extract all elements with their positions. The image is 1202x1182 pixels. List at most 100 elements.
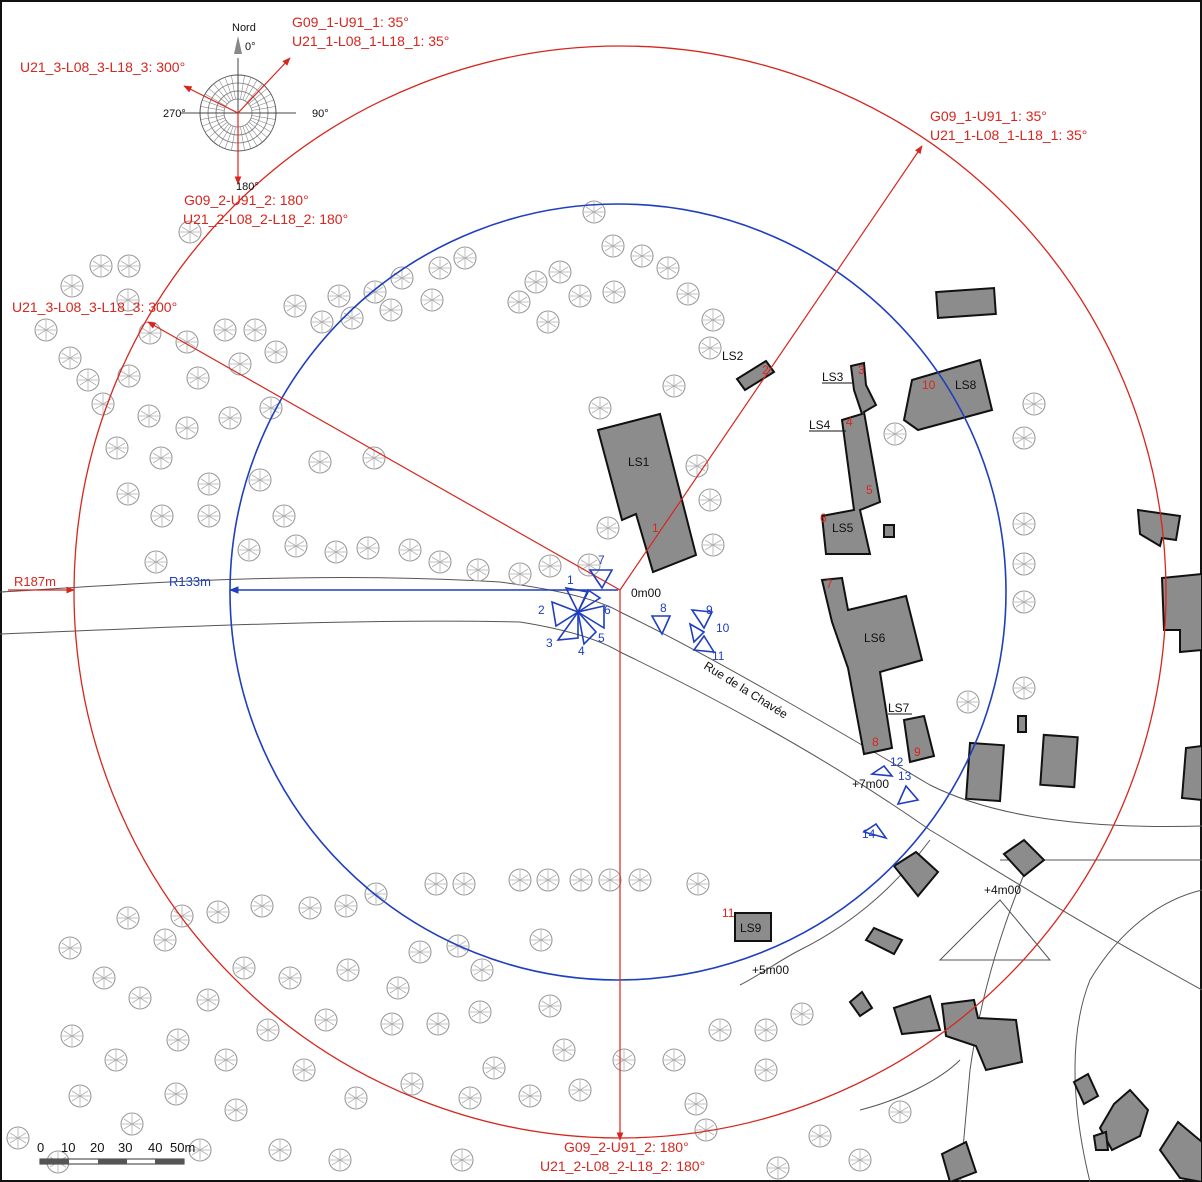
street-name-label: Rue de la Chavée: [701, 659, 790, 722]
elevation-4m00: +4m00: [984, 883, 1021, 897]
view-label-5: 5: [598, 631, 605, 645]
building-east-4: [1039, 733, 1079, 789]
building-label-ls1: LS1: [628, 455, 650, 469]
scale-label-0: 0: [37, 1140, 44, 1155]
building-label-ls5: LS5: [832, 521, 854, 535]
building-label-ls9: LS9: [740, 921, 762, 935]
building-sw-7: [1072, 1072, 1100, 1106]
building-ls1: [596, 412, 698, 574]
building-sw-5: [892, 994, 942, 1036]
outer-radius-label: R187m: [14, 574, 56, 589]
elevation-7m00: +7m00: [852, 777, 889, 791]
view-label-11: 11: [712, 649, 725, 663]
view-labels: 1 2 3 4 5 6 7 8 9 10 11 12 13 14: [538, 553, 912, 841]
map-dir35-label-b: U21_1-L08_1-L18_1: 35°: [930, 127, 1087, 143]
direction-line-300: [147, 321, 621, 591]
view-label-1: 1: [567, 573, 574, 587]
red-point-9: 9: [914, 745, 921, 759]
building-east-3: [965, 741, 1005, 803]
view-cones: [550, 569, 920, 840]
scale-label-30: 30: [118, 1140, 132, 1155]
compass-rose: [180, 36, 296, 185]
building-ls7: [902, 714, 936, 764]
building-small-2: [1017, 715, 1027, 733]
map-dir180-label-b: U21_2-L08_2-L18_2: 180°: [540, 1158, 705, 1174]
building-sw-10: [1158, 1120, 1202, 1182]
building-label-ls6: LS6: [864, 631, 886, 645]
building-east-2: [1160, 572, 1202, 654]
building-sw-2: [1002, 838, 1046, 878]
building-sw-3: [864, 926, 904, 956]
red-point-10: 10: [922, 378, 936, 392]
building-ls9: [734, 912, 772, 942]
view-label-9: 9: [706, 603, 713, 617]
building-east-1: [1136, 508, 1182, 548]
red-point-3: 3: [858, 363, 865, 377]
inner-radius-label: R133m: [169, 574, 211, 589]
red-point-4: 4: [846, 415, 853, 429]
red-point-1: 1: [652, 521, 659, 535]
building-ls2: [735, 359, 776, 392]
red-point-11: 11: [722, 906, 735, 920]
building-sw-4: [848, 990, 874, 1018]
red-point-7: 7: [826, 577, 833, 591]
building-label-ls7: LS7: [888, 701, 910, 715]
compass-dir35-label-b: U21_1-L08_1-L18_1: 35°: [292, 33, 449, 49]
inner-radius-circle: [229, 203, 1007, 981]
building-ls6: [820, 576, 924, 756]
building-sw-11: [940, 1140, 978, 1182]
compass-dir180-label-a: G09_2-U91_2: 180°: [184, 192, 309, 208]
building-sw-9: [1092, 1130, 1110, 1151]
elevation-5m00: +5m00: [752, 963, 789, 977]
compass-north-label: Nord: [232, 22, 256, 34]
red-point-2: 2: [762, 363, 769, 377]
view-label-10: 10: [716, 621, 730, 635]
compass-dir300-label: U21_3-L08_3-L18_3: 300°: [20, 59, 185, 75]
view-label-12: 12: [890, 755, 904, 769]
map-dir300-label: U21_3-L08_3-L18_3: 300°: [12, 299, 177, 315]
view-label-13: 13: [898, 769, 912, 783]
north-arrow-icon: [234, 36, 242, 54]
view-label-3: 3: [546, 636, 553, 650]
building-small-1: [883, 524, 895, 538]
compass-90-label: 90°: [312, 108, 329, 120]
compass-180-label: 180°: [236, 181, 259, 193]
view-label-4: 4: [578, 644, 585, 658]
building-east-5: [1180, 744, 1202, 802]
red-point-8: 8: [872, 735, 879, 749]
scale-label-10: 10: [61, 1140, 75, 1155]
compass-dir180-label-b: U21_2-L08_2-L18_2: 180°: [183, 211, 348, 227]
scale-label-40: 40: [148, 1140, 162, 1155]
compass-dir35-label-a: G09_1-U91_1: 35°: [292, 14, 409, 30]
buildings: [596, 286, 1202, 1182]
direction-line-35: [619, 145, 923, 591]
compass-270-label: 270°: [163, 108, 186, 120]
elevation-0m00: 0m00: [631, 586, 661, 600]
red-point-5: 5: [866, 483, 873, 497]
scale-label-50m: 50m: [170, 1140, 195, 1155]
building-label-ls8: LS8: [955, 378, 977, 392]
red-points: 1 2 3 4 5 6 7 8 9 10 11: [652, 363, 936, 920]
scale-bar: 0 10 20 30 40 50m: [37, 1140, 195, 1165]
building-sw-8: [1098, 1088, 1150, 1152]
compass-0-label: 0°: [245, 41, 256, 53]
building-ls3-ls5: [820, 361, 882, 555]
building-label-ls4: LS4: [809, 418, 831, 432]
building-labels: LS1 LS2 LS3 LS4 LS5 LS6 LS7 LS8 LS9: [628, 349, 977, 935]
building-label-ls2: LS2: [722, 349, 744, 363]
view-label-7: 7: [598, 553, 605, 567]
red-point-6: 6: [820, 511, 827, 525]
building-sw-1: [892, 850, 940, 898]
building-label-ls3: LS3: [822, 370, 844, 384]
view-label-2: 2: [538, 603, 545, 617]
building-top-right: [935, 286, 997, 320]
map-dir180-label-a: G09_2-U91_2: 180°: [564, 1139, 689, 1155]
scale-label-20: 20: [90, 1140, 104, 1155]
trees: [6, 200, 1046, 1180]
map-dir35-label-a: G09_1-U91_1: 35°: [930, 108, 1047, 124]
view-label-14: 14: [862, 827, 876, 841]
building-ls8: [902, 358, 994, 432]
building-sw-6: [940, 998, 1024, 1072]
view-label-6: 6: [604, 603, 611, 617]
